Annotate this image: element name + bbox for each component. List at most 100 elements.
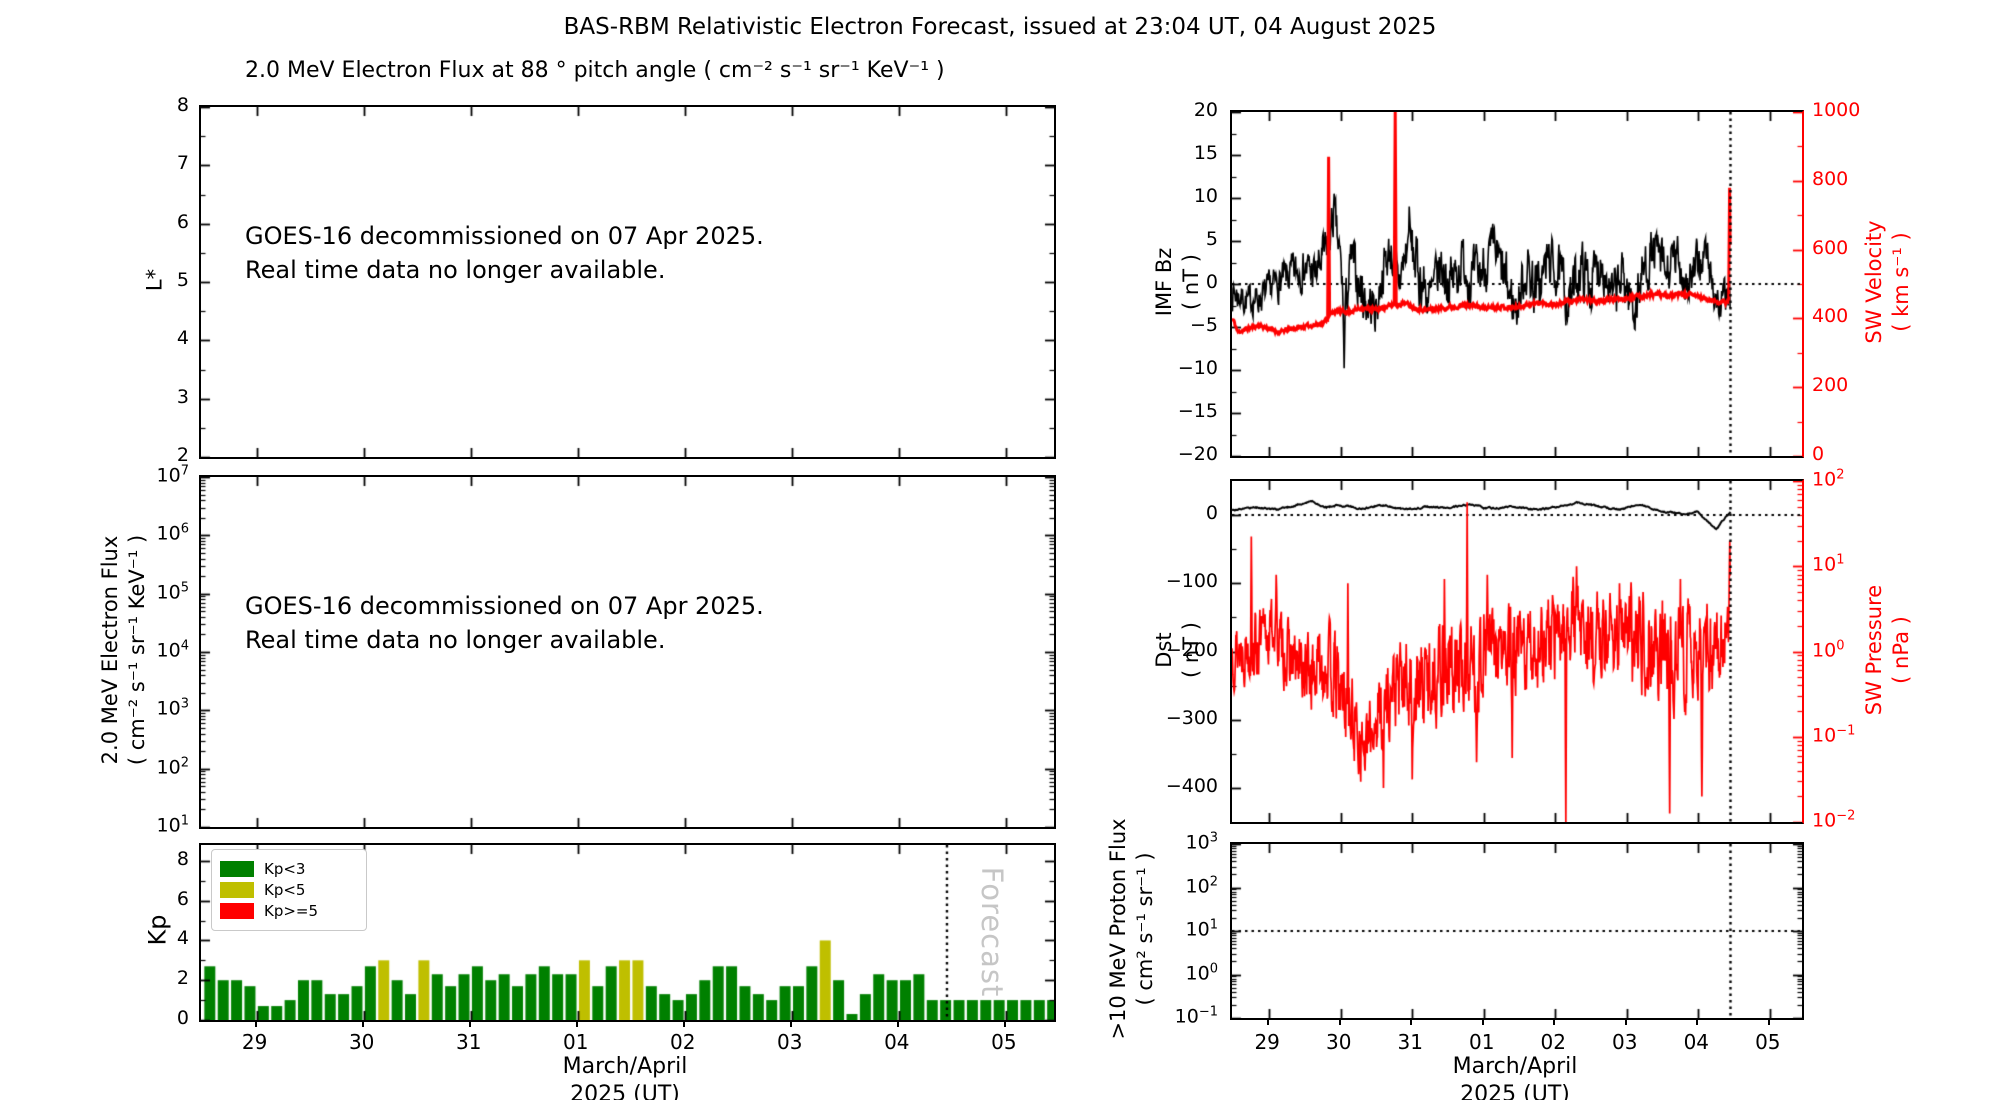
lstar-plot-canvas	[201, 107, 1054, 457]
imf-bz-y-tick-label: 20	[1193, 99, 1218, 121]
x-axis-tick	[1003, 1020, 1006, 1027]
imf-bz-y-tick-label: −15	[1177, 400, 1218, 422]
kp-legend-label: Kp<3	[264, 860, 306, 878]
electron-flux-annotation: GOES-16 decommissioned on 07 Apr 2025. R…	[245, 589, 764, 657]
right-x-axis-label-line1: March/April	[1452, 1054, 1578, 1079]
x-tick-label: 30	[348, 1030, 375, 1054]
imf-bz-y-tick-label: −5	[1189, 314, 1218, 336]
x-tick-label: 02	[670, 1030, 696, 1054]
panel-imf-bz	[1230, 110, 1804, 458]
kp-y-tick-label: 0	[176, 1007, 189, 1029]
kp-y-tick-label: 8	[176, 847, 189, 870]
lstar-y-tick-label: 5	[176, 269, 189, 291]
kp-lt3-swatch	[220, 861, 254, 877]
kp-legend-item: Kp<3	[220, 860, 358, 878]
proton-flux-y-tick-label: 101	[1185, 917, 1218, 941]
proton-flux-y-tick-label: 103	[1185, 830, 1218, 854]
x-axis-tick	[468, 1020, 471, 1027]
sw-pressure-y-tick-label: 100	[1812, 637, 1845, 662]
imf-bz-y-tick-label: 10	[1193, 185, 1218, 207]
left-x-axis-label-line1: March/April	[562, 1054, 688, 1079]
x-tick-label: 04	[1683, 1030, 1710, 1054]
kp-y-tick-label: 2	[176, 967, 189, 990]
lstar-y-tick-label: 8	[176, 94, 189, 116]
kp-legend: Kp<3 Kp<5 Kp>=5	[211, 849, 367, 931]
x-tick-label: 31	[1397, 1030, 1423, 1054]
panel-proton-flux	[1230, 842, 1804, 1020]
panel-lstar: GOES-16 decommissioned on 07 Apr 2025. R…	[199, 105, 1056, 459]
panel-electron-flux: GOES-16 decommissioned on 07 Apr 2025. R…	[199, 475, 1056, 829]
x-tick-label: 05	[1755, 1030, 1781, 1054]
annotation-line: Real time data no longer available.	[245, 256, 666, 284]
kp-legend-item: Kp<5	[220, 881, 358, 899]
lstar-y-tick-label: 3	[176, 385, 189, 408]
sw-pressure-y-tick-label: 10−2	[1812, 808, 1856, 832]
lstar-y-tick-label: 6	[176, 210, 189, 233]
imf-bz-y-tick-label: 15	[1193, 142, 1218, 164]
kp-y-tick-label: 6	[176, 887, 189, 910]
sw-velocity-y-tick-label: 800	[1812, 167, 1849, 190]
proton-flux-y-tick-label: 10−1	[1174, 1004, 1218, 1028]
annotation-line: GOES-16 decommissioned on 07 Apr 2025.	[245, 592, 764, 620]
kp-y-axis-label: Kp	[143, 914, 172, 946]
kp-legend-label: Kp<5	[264, 881, 306, 899]
kp-lt5-swatch	[220, 882, 254, 898]
sw-velocity-y-tick-label: 0	[1812, 443, 1825, 465]
x-axis-tick	[1267, 1018, 1270, 1025]
kp-legend-item: Kp>=5	[220, 902, 358, 920]
proton-flux-plot-canvas	[1232, 844, 1802, 1018]
electron-flux-plot-canvas	[201, 477, 1054, 827]
imf-bz-y-tick-label: 0	[1205, 271, 1218, 293]
electron-flux-y-axis-label: 2.0 MeV Electron Flux ( cm⁻² s⁻¹ sr⁻¹ Ke…	[98, 534, 149, 766]
kp-legend-label: Kp>=5	[264, 902, 319, 920]
x-axis-tick	[575, 1020, 578, 1027]
sw-velocity-y-tick-label: 600	[1812, 236, 1849, 259]
x-axis-tick	[1553, 1018, 1556, 1025]
x-axis-tick	[1338, 1018, 1341, 1025]
sw-velocity-y-tick-label: 400	[1812, 305, 1849, 328]
x-tick-label: 02	[1540, 1030, 1566, 1054]
x-tick-label: 31	[455, 1030, 482, 1054]
lstar-y-axis-label: L*	[142, 268, 167, 292]
panel-kp: Kp<3 Kp<5 Kp>=5	[199, 843, 1056, 1022]
x-axis-tick	[896, 1020, 899, 1027]
electron-flux-y-tick-label: 105	[156, 579, 189, 604]
electron-flux-y-tick-label: 101	[156, 813, 189, 837]
proton-flux-y-axis-label: >10 MeV Proton Flux ( cm² s⁻¹ sr⁻¹ )	[1106, 818, 1157, 1040]
left-x-axis-label-line2: 2025 (UT)	[570, 1082, 680, 1100]
x-tick-label: 29	[1254, 1030, 1280, 1054]
electron-flux-y-tick-label: 103	[156, 696, 189, 720]
annotation-line: GOES-16 decommissioned on 07 Apr 2025.	[245, 222, 764, 250]
x-axis-tick	[1696, 1018, 1699, 1025]
x-axis-tick	[1481, 1018, 1484, 1025]
x-axis-tick	[254, 1020, 257, 1027]
sw-pressure-y-tick-label: 102	[1812, 467, 1845, 491]
x-axis-tick	[789, 1020, 792, 1027]
x-axis-tick	[361, 1020, 364, 1027]
lstar-y-tick-label: 2	[176, 444, 189, 466]
electron-flux-y-tick-label: 106	[156, 521, 189, 545]
imf-bz-y-tick-label: 5	[1205, 228, 1218, 250]
sw-pressure-y-tick-label: 10−1	[1812, 723, 1856, 747]
annotation-line: Real time data no longer available.	[245, 626, 666, 654]
dst-y-tick-label: −100	[1165, 570, 1218, 593]
proton-flux-y-tick-label: 102	[1185, 873, 1218, 898]
page-title: BAS-RBM Relativistic Electron Forecast, …	[563, 14, 1437, 40]
x-tick-label: 03	[777, 1030, 803, 1054]
kp-ge5-swatch	[220, 903, 254, 919]
x-axis-tick	[1767, 1018, 1770, 1025]
dst-y-tick-label: −300	[1165, 706, 1218, 729]
x-axis-tick	[682, 1020, 685, 1027]
proton-flux-y-tick-label: 100	[1185, 960, 1218, 985]
sw-velocity-y-axis-label: SW Velocity ( km s⁻¹ )	[1862, 220, 1913, 344]
x-tick-label: 29	[241, 1030, 268, 1054]
sw-velocity-y-tick-label: 1000	[1812, 99, 1861, 121]
left-column-title: 2.0 MeV Electron Flux at 88 ° pitch angl…	[245, 58, 945, 83]
x-tick-label: 05	[991, 1030, 1017, 1054]
dst-y-tick-label: −400	[1165, 774, 1218, 797]
kp-y-tick-label: 4	[176, 927, 189, 950]
x-axis-tick	[1624, 1018, 1627, 1025]
sw-velocity-y-tick-label: 200	[1812, 374, 1849, 397]
lstar-y-tick-label: 4	[176, 327, 189, 350]
dst-y-tick-label: 0	[1205, 502, 1218, 525]
